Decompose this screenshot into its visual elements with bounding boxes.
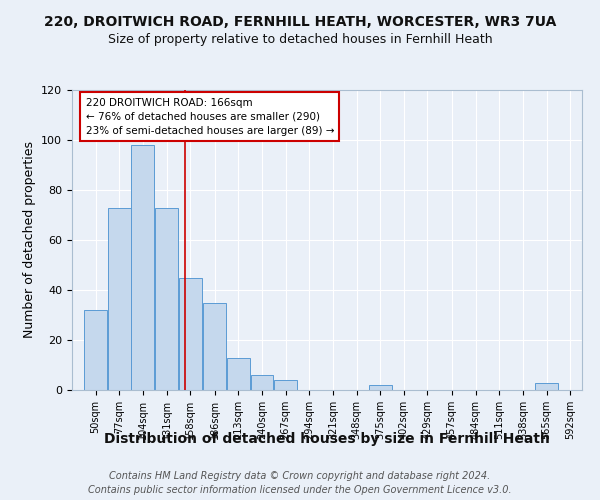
Bar <box>155 208 178 390</box>
Bar <box>203 302 226 390</box>
Text: Distribution of detached houses by size in Fernhill Heath: Distribution of detached houses by size … <box>104 432 550 446</box>
Text: Size of property relative to detached houses in Fernhill Heath: Size of property relative to detached ho… <box>107 32 493 46</box>
Bar <box>227 358 250 390</box>
Bar <box>274 380 297 390</box>
Text: Contains HM Land Registry data © Crown copyright and database right 2024.
Contai: Contains HM Land Registry data © Crown c… <box>88 471 512 495</box>
Bar <box>179 278 202 390</box>
Bar <box>535 382 558 390</box>
Text: 220 DROITWICH ROAD: 166sqm
← 76% of detached houses are smaller (290)
23% of sem: 220 DROITWICH ROAD: 166sqm ← 76% of deta… <box>86 98 334 136</box>
Bar <box>84 310 107 390</box>
Bar <box>131 145 154 390</box>
Bar <box>108 208 131 390</box>
Text: 220, DROITWICH ROAD, FERNHILL HEATH, WORCESTER, WR3 7UA: 220, DROITWICH ROAD, FERNHILL HEATH, WOR… <box>44 15 556 29</box>
Bar <box>251 375 274 390</box>
Bar <box>369 385 392 390</box>
Y-axis label: Number of detached properties: Number of detached properties <box>23 142 35 338</box>
